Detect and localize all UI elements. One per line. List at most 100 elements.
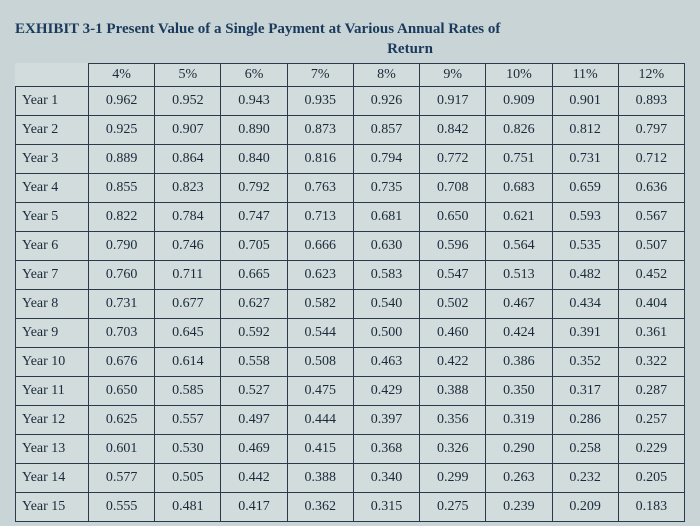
cell-value: 0.659 xyxy=(552,174,618,203)
cell-value: 0.772 xyxy=(420,145,486,174)
cell-value: 0.239 xyxy=(486,493,552,522)
cell-value: 0.681 xyxy=(353,203,419,232)
cell-value: 0.926 xyxy=(353,87,419,116)
cell-value: 0.257 xyxy=(618,406,684,435)
cell-value: 0.317 xyxy=(552,377,618,406)
cell-value: 0.502 xyxy=(420,290,486,319)
cell-value: 0.352 xyxy=(552,348,618,377)
cell-value: 0.287 xyxy=(618,377,684,406)
cell-value: 0.463 xyxy=(353,348,419,377)
cell-value: 0.422 xyxy=(420,348,486,377)
col-header: 7% xyxy=(287,64,353,87)
table-row: Year 140.5770.5050.4420.3880.3400.2990.2… xyxy=(16,464,685,493)
col-header: 11% xyxy=(552,64,618,87)
col-header: 10% xyxy=(486,64,552,87)
cell-value: 0.705 xyxy=(221,232,287,261)
exhibit-title-line1: EXHIBIT 3-1 Present Value of a Single Pa… xyxy=(15,20,685,40)
cell-value: 0.763 xyxy=(287,174,353,203)
cell-value: 0.952 xyxy=(155,87,221,116)
cell-value: 0.500 xyxy=(353,319,419,348)
row-label: Year 15 xyxy=(16,493,89,522)
cell-value: 0.703 xyxy=(89,319,155,348)
row-label: Year 6 xyxy=(16,232,89,261)
col-header: 12% xyxy=(618,64,684,87)
corner-cell xyxy=(16,64,89,87)
cell-value: 0.404 xyxy=(618,290,684,319)
cell-value: 0.386 xyxy=(486,348,552,377)
cell-value: 0.890 xyxy=(221,116,287,145)
cell-value: 0.751 xyxy=(486,145,552,174)
cell-value: 0.627 xyxy=(221,290,287,319)
cell-value: 0.917 xyxy=(420,87,486,116)
cell-value: 0.319 xyxy=(486,406,552,435)
table-row: Year 110.6500.5850.5270.4750.4290.3880.3… xyxy=(16,377,685,406)
cell-value: 0.676 xyxy=(89,348,155,377)
cell-value: 0.582 xyxy=(287,290,353,319)
cell-value: 0.873 xyxy=(287,116,353,145)
cell-value: 0.889 xyxy=(89,145,155,174)
cell-value: 0.460 xyxy=(420,319,486,348)
cell-value: 0.547 xyxy=(420,261,486,290)
table-row: Year 10.9620.9520.9430.9350.9260.9170.90… xyxy=(16,87,685,116)
cell-value: 0.508 xyxy=(287,348,353,377)
cell-value: 0.275 xyxy=(420,493,486,522)
cell-value: 0.391 xyxy=(552,319,618,348)
cell-value: 0.482 xyxy=(552,261,618,290)
col-header: 5% xyxy=(155,64,221,87)
row-label: Year 2 xyxy=(16,116,89,145)
cell-value: 0.842 xyxy=(420,116,486,145)
cell-value: 0.564 xyxy=(486,232,552,261)
cell-value: 0.544 xyxy=(287,319,353,348)
cell-value: 0.822 xyxy=(89,203,155,232)
col-header: 8% xyxy=(353,64,419,87)
cell-value: 0.636 xyxy=(618,174,684,203)
cell-value: 0.368 xyxy=(353,435,419,464)
cell-value: 0.909 xyxy=(486,87,552,116)
cell-value: 0.901 xyxy=(552,87,618,116)
table-row: Year 50.8220.7840.7470.7130.6810.6500.62… xyxy=(16,203,685,232)
cell-value: 0.601 xyxy=(89,435,155,464)
cell-value: 0.555 xyxy=(89,493,155,522)
table-row: Year 100.6760.6140.5580.5080.4630.4220.3… xyxy=(16,348,685,377)
cell-value: 0.731 xyxy=(89,290,155,319)
table-row: Year 80.7310.6770.6270.5820.5400.5020.46… xyxy=(16,290,685,319)
cell-value: 0.286 xyxy=(552,406,618,435)
cell-value: 0.630 xyxy=(353,232,419,261)
table-row: Year 120.6250.5570.4970.4440.3970.3560.3… xyxy=(16,406,685,435)
cell-value: 0.816 xyxy=(287,145,353,174)
cell-value: 0.857 xyxy=(353,116,419,145)
cell-value: 0.893 xyxy=(618,87,684,116)
row-label: Year 5 xyxy=(16,203,89,232)
cell-value: 0.530 xyxy=(155,435,221,464)
table-row: Year 20.9250.9070.8900.8730.8570.8420.82… xyxy=(16,116,685,145)
cell-value: 0.712 xyxy=(618,145,684,174)
cell-value: 0.826 xyxy=(486,116,552,145)
cell-value: 0.540 xyxy=(353,290,419,319)
table-row: Year 30.8890.8640.8400.8160.7940.7720.75… xyxy=(16,145,685,174)
cell-value: 0.397 xyxy=(353,406,419,435)
cell-value: 0.665 xyxy=(221,261,287,290)
cell-value: 0.645 xyxy=(155,319,221,348)
cell-value: 0.415 xyxy=(287,435,353,464)
cell-value: 0.388 xyxy=(420,377,486,406)
table-header-row: 4% 5% 6% 7% 8% 9% 10% 11% 12% xyxy=(16,64,685,87)
cell-value: 0.577 xyxy=(89,464,155,493)
cell-value: 0.481 xyxy=(155,493,221,522)
cell-value: 0.747 xyxy=(221,203,287,232)
cell-value: 0.935 xyxy=(287,87,353,116)
cell-value: 0.340 xyxy=(353,464,419,493)
cell-value: 0.469 xyxy=(221,435,287,464)
cell-value: 0.567 xyxy=(618,203,684,232)
exhibit-title-line2: Return xyxy=(135,40,685,60)
cell-value: 0.784 xyxy=(155,203,221,232)
cell-value: 0.666 xyxy=(287,232,353,261)
cell-value: 0.299 xyxy=(420,464,486,493)
cell-value: 0.593 xyxy=(552,203,618,232)
cell-value: 0.614 xyxy=(155,348,221,377)
cell-value: 0.557 xyxy=(155,406,221,435)
cell-value: 0.962 xyxy=(89,87,155,116)
cell-value: 0.263 xyxy=(486,464,552,493)
cell-value: 0.855 xyxy=(89,174,155,203)
cell-value: 0.475 xyxy=(287,377,353,406)
row-label: Year 13 xyxy=(16,435,89,464)
